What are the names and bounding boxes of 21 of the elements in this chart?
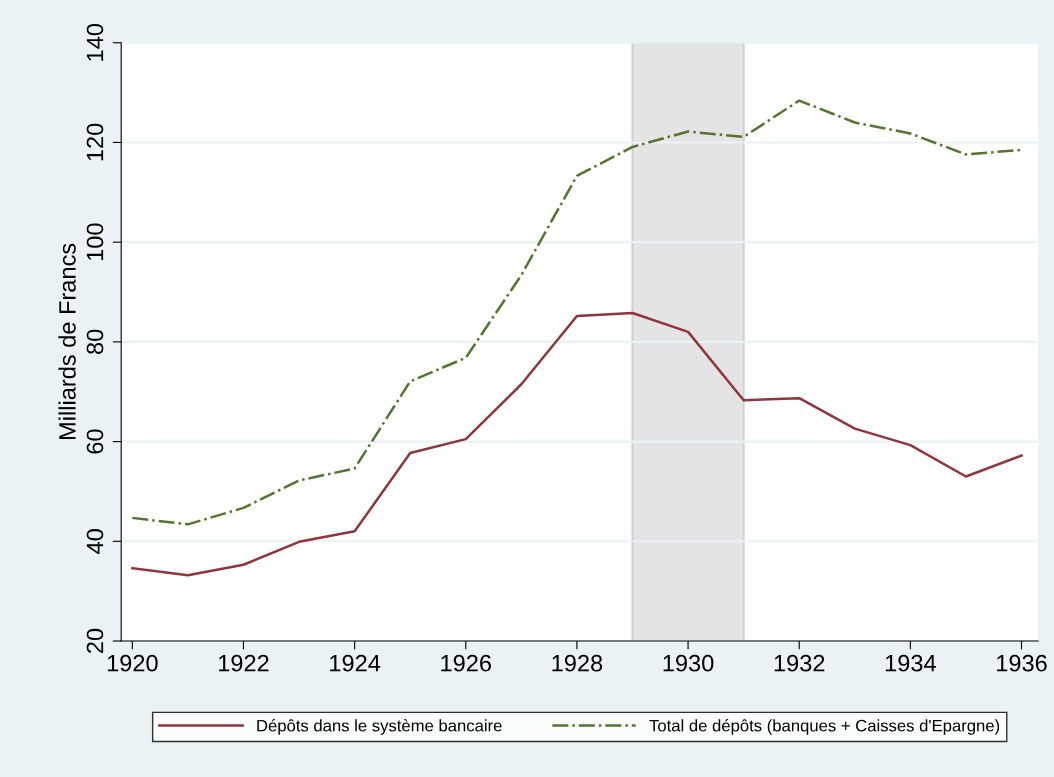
y-tick-label: 20 [86,628,104,653]
line-series [131,311,1023,577]
x-tick-label: 1924 [330,654,381,672]
y-tick-label: 140 [86,23,104,61]
x-tick-label: 1920 [107,654,158,672]
legend-label: Total de dépôts (banques + Caisses d'Epargne) [649,719,1000,735]
x-tick-label: 1928 [552,654,603,672]
y-tick-label: 40 [86,529,104,554]
x-tick-label: 1930 [663,654,714,672]
y-tick-label: 100 [86,223,104,261]
legend-label: Dépôts dans le système bancaire [257,719,502,735]
x-tick-label: 1932 [774,654,825,672]
x-tick-label: 1934 [885,654,936,672]
x-tick-label: 1936 [997,654,1047,672]
line-series [131,99,1023,526]
y-tick-label: 80 [86,329,104,354]
y-tick-label: 60 [86,429,104,454]
x-tick-label: 1922 [219,654,269,672]
x-tick-label: 1926 [441,654,491,672]
y-axis-title: Milliards de Francs [58,243,76,439]
y-tick-label: 120 [86,123,104,161]
